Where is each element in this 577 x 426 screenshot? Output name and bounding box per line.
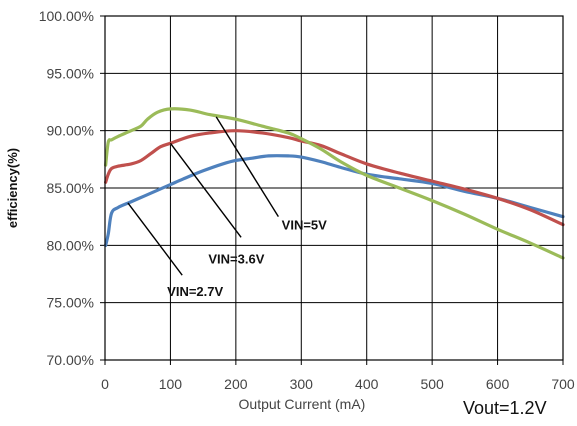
- series-lines: [104, 107, 565, 260]
- x-tick-label: 100: [159, 376, 183, 392]
- x-tick-label: 400: [355, 376, 379, 392]
- annotation-label: VIN=5V: [282, 217, 327, 232]
- annotation-leader-line: [169, 142, 242, 238]
- vout-label: Vout=1.2V: [463, 398, 547, 418]
- x-tick-label: 300: [290, 376, 314, 392]
- y-tick-label: 90.00%: [47, 123, 94, 139]
- x-tick-label: 200: [224, 376, 248, 392]
- series-line-vin-2-7v: [104, 154, 565, 247]
- x-tick-label: 0: [101, 376, 109, 392]
- annotation-label: VIN=2.7V: [167, 284, 223, 299]
- x-tick-label: 500: [420, 376, 444, 392]
- plot-frame: [104, 15, 564, 361]
- x-axis-title: Output Current (mA): [239, 396, 366, 412]
- annotation-leader-line: [215, 116, 279, 218]
- annotation-label: VIN=3.6V: [208, 252, 264, 267]
- y-tick-label: 80.00%: [47, 237, 94, 253]
- y-tick-label: 75.00%: [47, 295, 94, 311]
- gridlines: [100, 15, 564, 365]
- y-tick-label: 85.00%: [47, 180, 94, 196]
- annotations: VIN=5V VIN=3.6V VIN=2.7V: [127, 116, 327, 299]
- y-tick-label: 95.00%: [47, 65, 94, 81]
- tick-labels: 0 100 200 300 400 500 600 700 70.00% 75.00% 80.00%…: [39, 8, 575, 392]
- series-line-vin-3-6v: [104, 129, 565, 227]
- y-tick-label: 100.00%: [39, 8, 94, 24]
- series-line-vin-5v: [104, 107, 565, 260]
- x-tick-label: 600: [486, 376, 510, 392]
- annotation-leader-line: [127, 202, 183, 276]
- y-axis-title: efficiency(%): [5, 148, 20, 228]
- x-tick-label: 700: [551, 376, 575, 392]
- y-tick-label: 70.00%: [47, 352, 94, 368]
